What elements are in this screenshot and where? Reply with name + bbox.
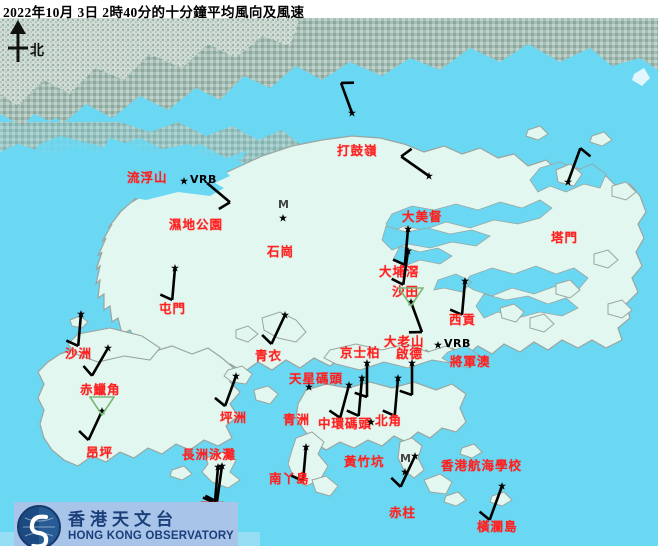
station-label: 啟德 bbox=[396, 346, 424, 361]
m-marker: M bbox=[400, 452, 411, 465]
station-label: 赤鱲角 bbox=[80, 382, 121, 397]
map-geography bbox=[0, 18, 658, 546]
station-dot bbox=[180, 177, 188, 185]
wind-barb-icon bbox=[328, 384, 351, 419]
station-label: 石崗 bbox=[267, 244, 295, 259]
wind-barb-icon bbox=[566, 147, 592, 183]
station-label: 青衣 bbox=[255, 348, 283, 363]
wind-barb-icon bbox=[261, 314, 287, 345]
station-dot bbox=[367, 418, 375, 426]
station-dot bbox=[498, 482, 506, 490]
wind-barb-icon bbox=[346, 377, 364, 418]
station-dot bbox=[434, 341, 442, 349]
tsing-yi bbox=[235, 311, 307, 343]
station-label: 塔門 bbox=[551, 230, 579, 245]
wind-barb-icon bbox=[202, 466, 220, 505]
wind-barb-icon bbox=[339, 81, 355, 114]
wind-barb-icon bbox=[391, 250, 410, 286]
north-arrow-icon bbox=[8, 20, 28, 62]
station-label: 將軍澳 bbox=[450, 354, 491, 369]
station-label: 青洲 bbox=[283, 412, 311, 427]
station-dot bbox=[77, 310, 85, 318]
station-dot bbox=[98, 407, 106, 415]
station-label: 坪洲 bbox=[220, 410, 248, 425]
wind-barb-icon bbox=[65, 313, 83, 348]
wind-barb-icon bbox=[478, 485, 504, 521]
wind-barb-icon bbox=[206, 182, 231, 211]
station-label: 香港航海學校 bbox=[441, 458, 523, 473]
map-canvas[interactable]: 北 打鼓嶺 VRB 流浮山 濕地公園 M 石崗 大美督 塔門 大埔滘 沙田 屯門 西貢 大老山 沙洲 青衣赤… bbox=[0, 18, 658, 546]
wind-barb-icon bbox=[399, 363, 414, 397]
station-dot bbox=[104, 344, 112, 352]
station-dot bbox=[232, 372, 240, 380]
anemometer-triangle-icon bbox=[398, 287, 424, 307]
station-dot bbox=[461, 277, 469, 285]
wind-barb-icon bbox=[408, 301, 424, 334]
north-label: 北 bbox=[30, 43, 44, 59]
station-dot bbox=[411, 452, 419, 460]
wind-barb-icon bbox=[449, 280, 467, 317]
wind-barb-icon bbox=[159, 267, 177, 302]
wind-barb-icon bbox=[290, 446, 308, 483]
station-dot bbox=[281, 311, 289, 319]
wind-barb-icon bbox=[82, 347, 110, 377]
station-label: 昂坪 bbox=[86, 445, 114, 460]
station-dot bbox=[279, 214, 287, 222]
station-label: 大老山 bbox=[384, 334, 425, 349]
chek-lap-kok bbox=[67, 327, 161, 363]
vrb-indicator: VRB bbox=[190, 173, 217, 186]
wind-barb-icon bbox=[214, 375, 238, 408]
station-label: 屯門 bbox=[159, 301, 187, 316]
station-label: 大埔滘 bbox=[379, 264, 420, 279]
station-label: 橫瀾島 bbox=[477, 519, 518, 534]
station-label: 長洲泳灘 bbox=[182, 447, 237, 462]
station-label: 黃竹坑 bbox=[344, 454, 385, 469]
logo-text-zh: 香港天文台 bbox=[68, 509, 178, 530]
wind-barb-icon bbox=[382, 377, 400, 418]
station-label: 濕地公園 bbox=[169, 217, 224, 232]
title-bar: 2022年10月 3日 2時40分的十分鐘平均風向及風速 bbox=[0, 0, 658, 20]
station-dot bbox=[401, 468, 409, 476]
station-label: 打鼓嶺 bbox=[337, 143, 378, 158]
station-dot bbox=[302, 443, 310, 451]
station-dot bbox=[171, 264, 179, 272]
station-label: 北角 bbox=[375, 413, 403, 428]
hko-emblem-icon bbox=[17, 505, 61, 546]
station-label: 流浮山 bbox=[127, 170, 168, 185]
station-dot bbox=[358, 374, 366, 382]
station-dot bbox=[214, 463, 222, 471]
station-label: 大美督 bbox=[402, 209, 443, 224]
wind-barb-icon bbox=[400, 147, 430, 178]
station-dot bbox=[408, 359, 416, 367]
hko-logo: 香港天文台 HONG KONG OBSERVATORY bbox=[14, 502, 238, 546]
logo-text-en: HONG KONG OBSERVATORY bbox=[68, 529, 234, 542]
anemometer-triangle-icon bbox=[89, 396, 115, 416]
station-dot bbox=[407, 298, 415, 306]
station-label: 南丫島 bbox=[269, 471, 310, 486]
station-dot bbox=[305, 383, 313, 391]
wind-barb-icon bbox=[78, 410, 104, 441]
station-label: 赤柱 bbox=[389, 505, 417, 520]
station-dot bbox=[404, 225, 412, 233]
station-label: 中環碼頭 bbox=[318, 416, 373, 431]
page-title: 2022年10月 3日 2時40分的十分鐘平均風向及風速 bbox=[3, 5, 305, 20]
station-dot bbox=[394, 374, 402, 382]
vrb-indicator: VRB bbox=[444, 337, 471, 350]
station-label: 西貢 bbox=[449, 312, 477, 327]
station-label: 京士柏 bbox=[340, 345, 381, 360]
junk-bay bbox=[441, 345, 481, 369]
station-dot bbox=[345, 381, 353, 389]
outlying-islands bbox=[69, 68, 650, 507]
m-marker: M bbox=[278, 198, 289, 211]
wind-barb-icon bbox=[392, 228, 410, 267]
station-label: 沙洲 bbox=[65, 346, 93, 361]
station-dot bbox=[404, 247, 412, 255]
station-label: 天星碼頭 bbox=[289, 371, 344, 386]
station-dot bbox=[218, 462, 226, 470]
deep-bay bbox=[92, 138, 230, 190]
lantau-island bbox=[37, 343, 241, 467]
station-dot bbox=[363, 359, 371, 367]
